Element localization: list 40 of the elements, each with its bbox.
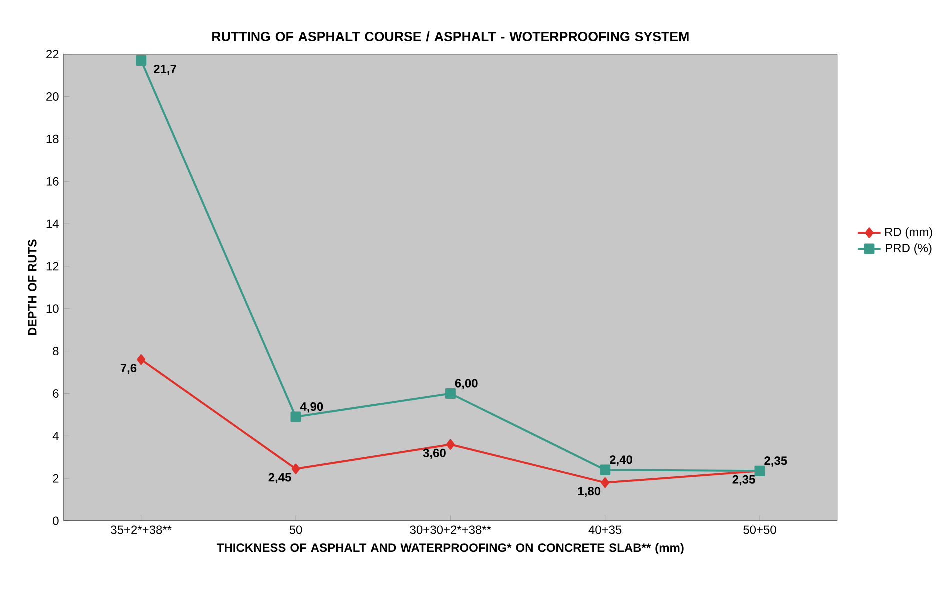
y-tick-label: 14 [46,220,59,228]
x-tick-label: 40+35 [588,526,622,534]
data-label: 2,45 [268,473,292,484]
y-axis-title: DEPTH OF RUTS [28,240,37,336]
data-label: 7,6 [120,364,137,374]
data-label: 1,80 [578,487,601,498]
data-label: 2,35 [764,456,788,467]
y-tick-label: 22 [46,50,59,59]
data-label: 6,00 [455,379,478,390]
y-tick-label: 4 [52,432,59,440]
point [446,439,455,450]
y-tick-label: 18 [46,134,59,144]
x-tick-label: 50+50 [744,526,776,534]
point [600,464,611,476]
x-tick-label: 30+30+2*+38** [410,526,492,534]
y-tick-label: 0 [53,516,59,526]
point [445,388,456,399]
x-axis-title: THICKNESS OF ASPHALT AND WATERPROOFING* ON CONCRETE SLAB** (mm) [217,543,684,555]
x-tick-label: 50 [290,526,302,534]
chart-title: RUTTING OF ASPHALT COURSE / ASPHALT - WOTERPROOFING SYSTEM [212,32,689,42]
y-tick-label: 6 [53,389,59,398]
point [601,478,610,488]
data-label: 2,35 [732,475,756,486]
legend-label: RD (mm) [885,228,932,239]
y-tick-label: 8 [53,347,59,356]
point [137,354,146,366]
y-tick-label: 10 [46,304,59,314]
data-label: 4,90 [300,402,324,413]
legend-label: PRD (%) [886,244,932,255]
y-tick-label: 2 [53,474,59,483]
point [290,412,302,422]
y-tick-label: 20 [46,92,59,102]
point [136,55,147,66]
y-tick-label: 16 [46,177,59,186]
data-label: 21,7 [154,64,176,76]
data-label: 3,60 [423,448,446,460]
point [292,464,300,474]
data-label: 2,40 [610,456,632,466]
x-tick-label: 35+2*+38** [111,526,172,534]
y-tick-label: 12 [46,262,59,271]
